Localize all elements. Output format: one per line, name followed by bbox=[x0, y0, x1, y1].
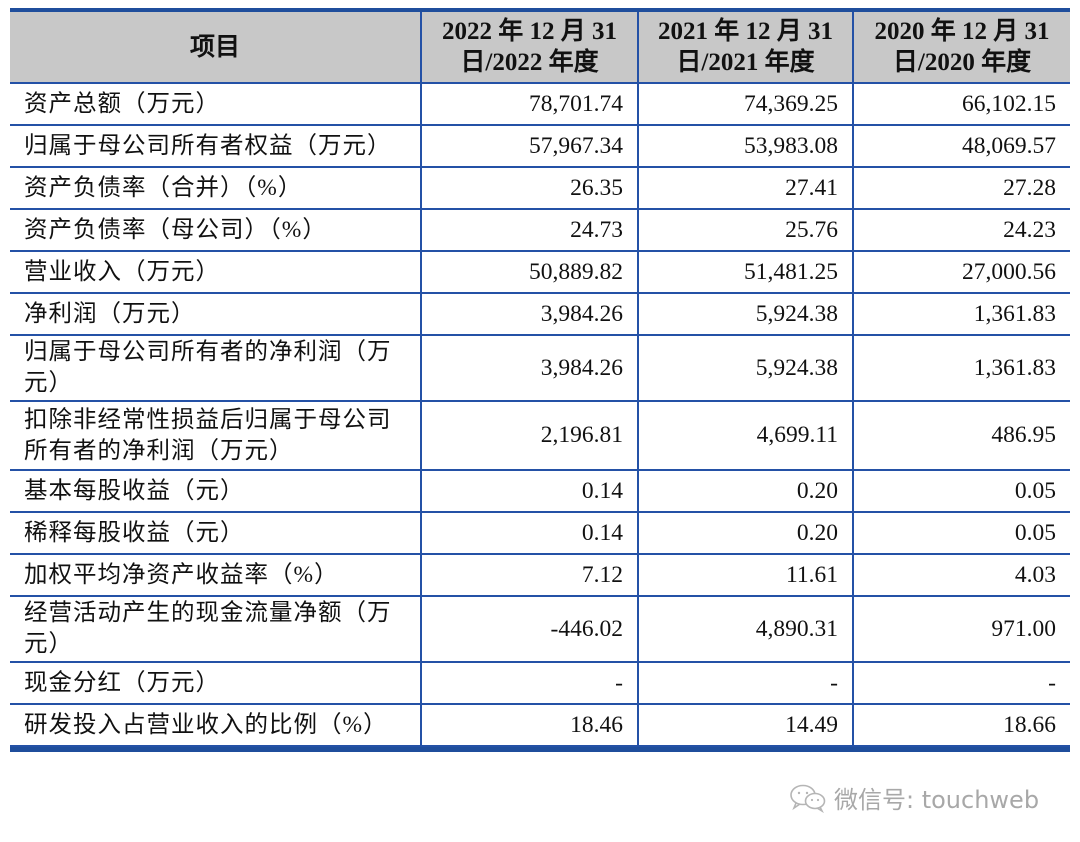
value-2022: 0.14 bbox=[420, 469, 639, 513]
value-2020: 1,361.83 bbox=[852, 334, 1070, 402]
row-label: 资产负债率（母公司）（%） bbox=[10, 208, 422, 252]
row-label: 现金分红（万元） bbox=[10, 661, 422, 705]
financial-summary-table-container: 项目 2022 年 12 月 31 日/2022 年度 2021 年 12 月 3… bbox=[10, 8, 1070, 752]
row-label: 扣除非经常性损益后归属于母公司所有者的净利润（万元） bbox=[10, 400, 422, 471]
table-top-rule bbox=[10, 8, 1070, 12]
value-2021: 14.49 bbox=[637, 703, 854, 747]
value-2021: 74,369.25 bbox=[637, 82, 854, 126]
table-row: 净利润（万元） 3,984.26 5,924.38 1,361.83 bbox=[10, 292, 1070, 336]
value-2021: 4,699.11 bbox=[637, 400, 854, 471]
value-2021: 53,983.08 bbox=[637, 124, 854, 168]
value-2021: 51,481.25 bbox=[637, 250, 854, 294]
header-2022: 2022 年 12 月 31 日/2022 年度 bbox=[420, 12, 639, 84]
wechat-icon bbox=[790, 784, 826, 813]
value-2021: 25.76 bbox=[637, 208, 854, 252]
value-2020: 18.66 bbox=[852, 703, 1070, 747]
value-2022: 7.12 bbox=[420, 553, 639, 597]
table-row: 资产负债率（合并）（%） 26.35 27.41 27.28 bbox=[10, 166, 1070, 210]
table-row: 现金分红（万元） - - - bbox=[10, 661, 1070, 705]
value-2021: 4,890.31 bbox=[637, 595, 854, 663]
value-2022: 0.14 bbox=[420, 511, 639, 555]
value-2021: 5,924.38 bbox=[637, 292, 854, 336]
value-2020: 66,102.15 bbox=[852, 82, 1070, 126]
table-row: 资产负债率（母公司）（%） 24.73 25.76 24.23 bbox=[10, 208, 1070, 252]
value-2021: 11.61 bbox=[637, 553, 854, 597]
row-label: 稀释每股收益（元） bbox=[10, 511, 422, 555]
table-header-row: 项目 2022 年 12 月 31 日/2022 年度 2021 年 12 月 3… bbox=[10, 12, 1070, 84]
value-2020: 48,069.57 bbox=[852, 124, 1070, 168]
financial-summary-table: 项目 2022 年 12 月 31 日/2022 年度 2021 年 12 月 3… bbox=[10, 12, 1070, 747]
table-row: 归属于母公司所有者的净利润（万元） 3,984.26 5,924.38 1,36… bbox=[10, 334, 1070, 402]
table-bottom-rule bbox=[10, 747, 1070, 752]
value-2022: 3,984.26 bbox=[420, 334, 639, 402]
table-row: 经营活动产生的现金流量净额（万元） -446.02 4,890.31 971.0… bbox=[10, 595, 1070, 663]
value-2022: - bbox=[420, 661, 639, 705]
value-2020: 486.95 bbox=[852, 400, 1070, 471]
header-2021-line1: 2021 年 12 月 31 bbox=[657, 18, 833, 45]
value-2020: 27.28 bbox=[852, 166, 1070, 210]
value-2020: 27,000.56 bbox=[852, 250, 1070, 294]
value-2022: 50,889.82 bbox=[420, 250, 639, 294]
value-2022: 18.46 bbox=[420, 703, 639, 747]
header-2020-line1: 2020 年 12 月 31 bbox=[874, 18, 1050, 45]
table-row: 基本每股收益（元） 0.14 0.20 0.05 bbox=[10, 469, 1070, 513]
value-2021: 5,924.38 bbox=[637, 334, 854, 402]
value-2022: 24.73 bbox=[420, 208, 639, 252]
value-2022: 57,967.34 bbox=[420, 124, 639, 168]
value-2022: -446.02 bbox=[420, 595, 639, 663]
row-label: 研发投入占营业收入的比例（%） bbox=[10, 703, 422, 747]
header-2021-line2: 日/2021 年度 bbox=[676, 49, 815, 76]
header-2021: 2021 年 12 月 31 日/2021 年度 bbox=[637, 12, 854, 84]
table-row: 稀释每股收益（元） 0.14 0.20 0.05 bbox=[10, 511, 1070, 555]
table-row: 扣除非经常性损益后归属于母公司所有者的净利润（万元） 2,196.81 4,69… bbox=[10, 400, 1070, 471]
value-2022: 3,984.26 bbox=[420, 292, 639, 336]
header-item: 项目 bbox=[10, 12, 422, 84]
header-2020-line2: 日/2020 年度 bbox=[892, 49, 1032, 76]
value-2020: 0.05 bbox=[852, 469, 1070, 513]
watermark: 微信号: touchweb bbox=[788, 780, 1039, 815]
row-label: 归属于母公司所有者的净利润（万元） bbox=[10, 334, 422, 402]
value-2020: 971.00 bbox=[852, 595, 1070, 663]
row-label: 归属于母公司所有者权益（万元） bbox=[10, 124, 422, 168]
table-row: 营业收入（万元） 50,889.82 51,481.25 27,000.56 bbox=[10, 250, 1070, 294]
header-2022-line2: 日/2022 年度 bbox=[460, 49, 599, 76]
value-2022: 2,196.81 bbox=[420, 400, 639, 471]
value-2021: 0.20 bbox=[637, 511, 854, 555]
value-2020: 0.05 bbox=[852, 511, 1070, 555]
row-label: 营业收入（万元） bbox=[10, 250, 422, 294]
table-row: 归属于母公司所有者权益（万元） 57,967.34 53,983.08 48,0… bbox=[10, 124, 1070, 168]
row-label: 资产负债率（合并）（%） bbox=[10, 166, 422, 210]
value-2020: 1,361.83 bbox=[852, 292, 1070, 336]
value-2022: 78,701.74 bbox=[420, 82, 639, 126]
row-label: 基本每股收益（元） bbox=[10, 469, 422, 513]
row-label: 资产总额（万元） bbox=[10, 82, 422, 126]
value-2020: 4.03 bbox=[852, 553, 1070, 597]
table-row: 资产总额（万元） 78,701.74 74,369.25 66,102.15 bbox=[10, 82, 1070, 126]
value-2020: - bbox=[852, 661, 1070, 705]
header-item-label: 项目 bbox=[189, 33, 240, 61]
row-label: 加权平均净资产收益率（%） bbox=[10, 553, 422, 597]
header-2022-line1: 2022 年 12 月 31 bbox=[441, 18, 617, 45]
value-2021: 27.41 bbox=[637, 166, 854, 210]
value-2022: 26.35 bbox=[420, 166, 639, 210]
watermark-text: 微信号: touchweb bbox=[834, 786, 1040, 814]
value-2021: 0.20 bbox=[637, 469, 854, 513]
table-row: 加权平均净资产收益率（%） 7.12 11.61 4.03 bbox=[10, 553, 1070, 597]
header-2020: 2020 年 12 月 31 日/2020 年度 bbox=[852, 12, 1070, 84]
value-2020: 24.23 bbox=[852, 208, 1070, 252]
table-row: 研发投入占营业收入的比例（%） 18.46 14.49 18.66 bbox=[10, 703, 1070, 747]
value-2021: - bbox=[637, 661, 854, 705]
row-label: 净利润（万元） bbox=[10, 292, 422, 336]
row-label: 经营活动产生的现金流量净额（万元） bbox=[10, 595, 422, 663]
